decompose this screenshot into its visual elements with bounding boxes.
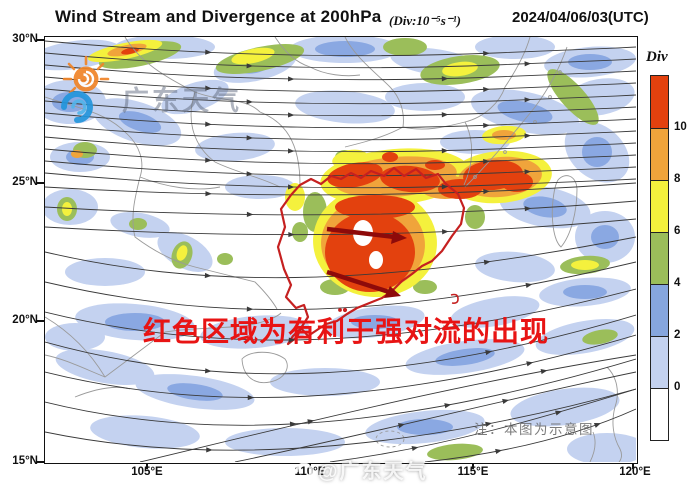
streamline-arrowhead xyxy=(555,410,563,416)
streamline-arrowhead xyxy=(593,422,601,428)
station-logo-text: 广东天气 xyxy=(122,86,242,116)
divergence-colorbar xyxy=(650,75,669,441)
streamline-arrowhead xyxy=(411,445,419,452)
lon-label-105e: 105°E xyxy=(131,466,163,478)
convection-arrows xyxy=(326,226,407,298)
colorbar-segment xyxy=(651,284,668,336)
colorbar-segment xyxy=(651,336,668,388)
streamline-arrowhead xyxy=(485,421,493,427)
streamline-arrowhead xyxy=(524,61,532,67)
streamline-arrowhead xyxy=(526,361,534,367)
lat-label-30n: 30°N xyxy=(12,33,38,45)
streamline-arrowhead xyxy=(246,171,254,177)
streamline-arrowhead xyxy=(524,169,532,175)
lat-tick xyxy=(37,320,44,322)
map-frame xyxy=(44,36,638,464)
colorbar-tick-10: 10 xyxy=(674,121,687,133)
streamline-arrowhead xyxy=(483,259,491,265)
streamline-arrowhead xyxy=(444,403,452,409)
streamline-arrowhead xyxy=(502,398,510,405)
streamline-arrowhead xyxy=(246,99,254,105)
streamline-arrowhead xyxy=(288,337,296,343)
streamline-arrowhead xyxy=(540,368,548,375)
streamline-arrowhead xyxy=(206,447,213,453)
streamline-arrowhead xyxy=(441,148,449,154)
streamline-arrowhead xyxy=(524,97,532,103)
colorbar-segment xyxy=(651,388,668,440)
streamline-arrowhead xyxy=(483,188,490,195)
colorbar-segment xyxy=(651,232,668,284)
lat-label-15n: 15°N xyxy=(12,455,38,467)
streamline-arrowhead xyxy=(246,211,254,217)
streamline-arrowhead xyxy=(287,148,295,154)
red-coastal-marks xyxy=(338,293,459,313)
datetime-label: 2024/04/06/03(UTC) xyxy=(512,9,649,26)
streamline-arrowhead xyxy=(246,306,254,312)
streamline-arrowhead xyxy=(307,419,315,425)
colorbar-tick-6: 6 xyxy=(674,225,681,237)
streamline-arrowhead xyxy=(204,272,212,279)
colorbar-title: Div xyxy=(646,49,668,65)
streamline-arrowhead xyxy=(441,76,449,82)
streamline-arrowhead xyxy=(485,349,493,356)
sun-cloud-logo-icon xyxy=(61,55,110,123)
streamline-arrowhead xyxy=(524,133,532,139)
lat-label-25n: 25°N xyxy=(12,176,38,188)
streamline-arrowhead xyxy=(205,49,212,55)
streamline-arrowhead xyxy=(483,50,490,57)
lat-tick xyxy=(37,39,44,41)
streamline-arrowhead xyxy=(287,184,295,190)
streamline-arrowhead xyxy=(205,121,212,127)
lat-label-20n: 20°N xyxy=(12,314,38,326)
colorbar-tick-2: 2 xyxy=(674,329,681,341)
lat-tick xyxy=(37,182,44,184)
lat-tick xyxy=(37,461,44,463)
footer-watermark: @广东天气 xyxy=(292,455,428,484)
streamline-arrowhead xyxy=(483,158,490,165)
streamline-arrowhead xyxy=(441,184,449,190)
footer-watermark-text: @广东天气 xyxy=(318,461,428,483)
streamlines-layer xyxy=(45,40,636,462)
divergence-units-label: (Div:10⁻⁵s⁻¹) xyxy=(389,13,461,28)
lon-label-120e: 120°E xyxy=(619,466,651,478)
streamline-arrowhead xyxy=(246,63,254,69)
lon-tick xyxy=(472,463,474,469)
streamline-arrowhead xyxy=(441,112,449,118)
streamline-arrowhead xyxy=(287,76,295,82)
colorbar-segment xyxy=(651,128,668,180)
lon-tick xyxy=(632,463,634,469)
streamline-arrowhead xyxy=(288,231,295,238)
weather-map-canvas xyxy=(45,37,636,462)
colorbar-tick-4: 4 xyxy=(674,277,681,289)
streamline-arrowhead xyxy=(205,157,212,163)
streamline-arrowhead xyxy=(483,122,490,129)
station-logo-watermark: 广东天气 xyxy=(50,55,242,127)
streamline-arrowhead xyxy=(442,229,449,235)
lon-label-115e: 115°E xyxy=(457,466,489,478)
lon-tick xyxy=(146,463,148,469)
streamline-arrowhead xyxy=(524,206,532,212)
streamline-arrowhead xyxy=(246,135,254,141)
colorbar-segment xyxy=(651,180,668,232)
streamline-arrowhead xyxy=(289,421,297,427)
streamline-arrowhead xyxy=(247,394,255,401)
convection-annotation: 红色区域为有利于强对流的出现 xyxy=(143,316,550,347)
colorbar-tick-0: 0 xyxy=(674,381,681,393)
schematic-note: 注：本图为示意图 xyxy=(474,422,594,437)
streamline-arrowhead xyxy=(443,325,451,331)
streamline-arrowhead xyxy=(205,85,212,91)
swirl-icon xyxy=(295,462,313,479)
streamline-arrowhead xyxy=(287,112,295,118)
colorbar-tick-8: 8 xyxy=(674,173,681,185)
colorbar-segment xyxy=(651,76,668,128)
streamline-arrowhead xyxy=(204,368,212,374)
streamline-arrowhead xyxy=(205,191,212,197)
streamline-arrowhead xyxy=(483,86,490,93)
streamline-arrowhead xyxy=(525,282,533,288)
page-title: Wind Stream and Divergence at 200hPa xyxy=(55,7,382,26)
streamline-arrowhead xyxy=(398,423,405,429)
streamline-arrowhead xyxy=(495,448,503,455)
